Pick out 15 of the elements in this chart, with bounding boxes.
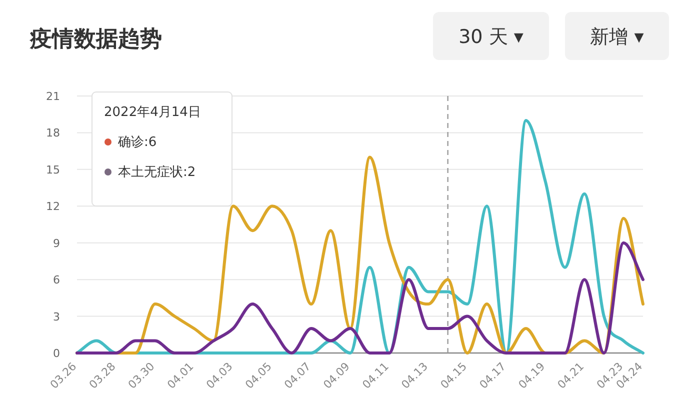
y-tick-label: 21 bbox=[46, 90, 60, 103]
y-tick-label: 3 bbox=[53, 310, 60, 324]
annotation: 本土无症状:2 bbox=[118, 165, 196, 180]
control: 新增 ▾ bbox=[565, 12, 669, 60]
y-tick-label: 12 bbox=[46, 200, 60, 214]
y-tick-label: 6 bbox=[53, 274, 60, 287]
chart-title: 疫情数据趋势 bbox=[29, 27, 162, 52]
y-tick-label: 18 bbox=[46, 126, 60, 140]
tooltip: 2022年4月14日 确诊:6 本土无症状:2 bbox=[92, 92, 232, 206]
control: 30 天 ▾ bbox=[433, 12, 549, 60]
y-tick-label: 9 bbox=[53, 236, 60, 250]
y-tick-label: 0 bbox=[53, 347, 60, 360]
annotation: 2022年4月14日 bbox=[104, 105, 201, 120]
y-tick-label: 15 bbox=[46, 163, 60, 176]
annotation: 确诊:6 bbox=[117, 135, 157, 150]
